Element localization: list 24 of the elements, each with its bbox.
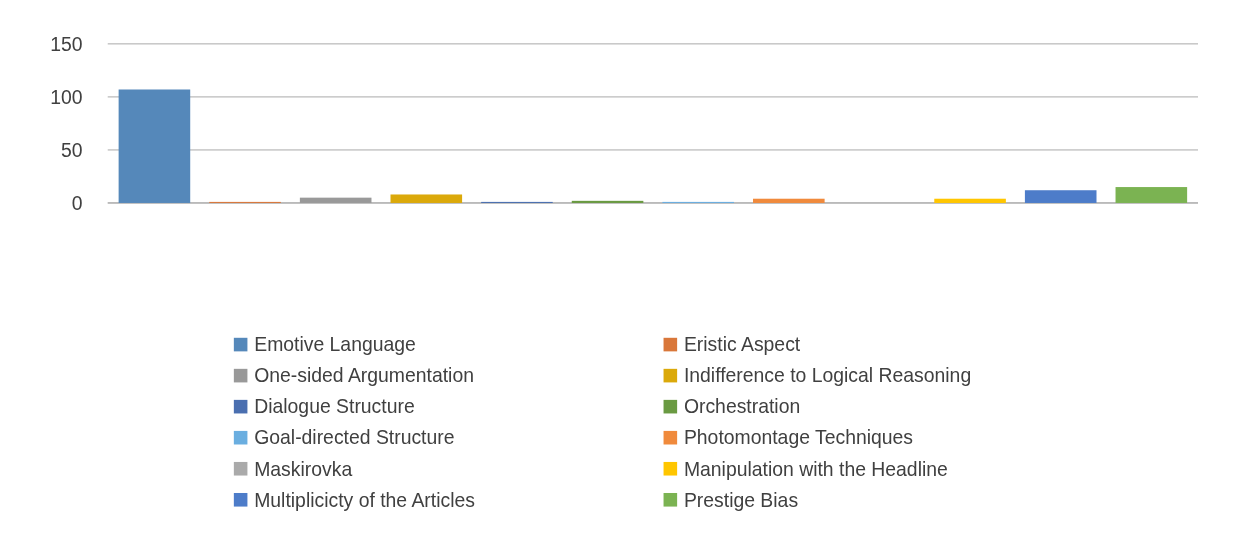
bar — [1115, 187, 1188, 203]
legend-label: Orchestration — [683, 395, 801, 418]
legend-label: Indifference to Logical Reasoning — [683, 364, 972, 387]
legend-label: Dialogue Structure — [254, 395, 415, 418]
legend-label: Manipulation with the Headline — [683, 457, 948, 480]
bar — [934, 198, 1006, 203]
legend-label: Maskirovka — [254, 457, 353, 480]
legend-label: One-sided Argumentation — [254, 364, 474, 387]
legend-label: Prestige Bias — [683, 488, 799, 511]
legend-label: Multiplicicty of the Articles — [254, 488, 475, 511]
legend-label: Emotive Language — [254, 333, 416, 356]
legend-label: Photomontage Techniques — [683, 426, 914, 449]
legend-label: Goal-directed Structure — [254, 426, 455, 449]
bar — [571, 200, 644, 203]
bar — [118, 89, 191, 203]
y-tick-label: 50 — [60, 138, 83, 161]
y-tick-label: 0 — [71, 191, 83, 214]
y-tick-label: 100 — [50, 85, 83, 108]
y-tick-label: 150 — [50, 32, 83, 55]
bar — [390, 194, 463, 203]
bar — [299, 197, 372, 203]
bar — [1024, 190, 1097, 203]
bar — [753, 198, 825, 203]
legend-label: Eristic Aspect — [683, 333, 801, 356]
